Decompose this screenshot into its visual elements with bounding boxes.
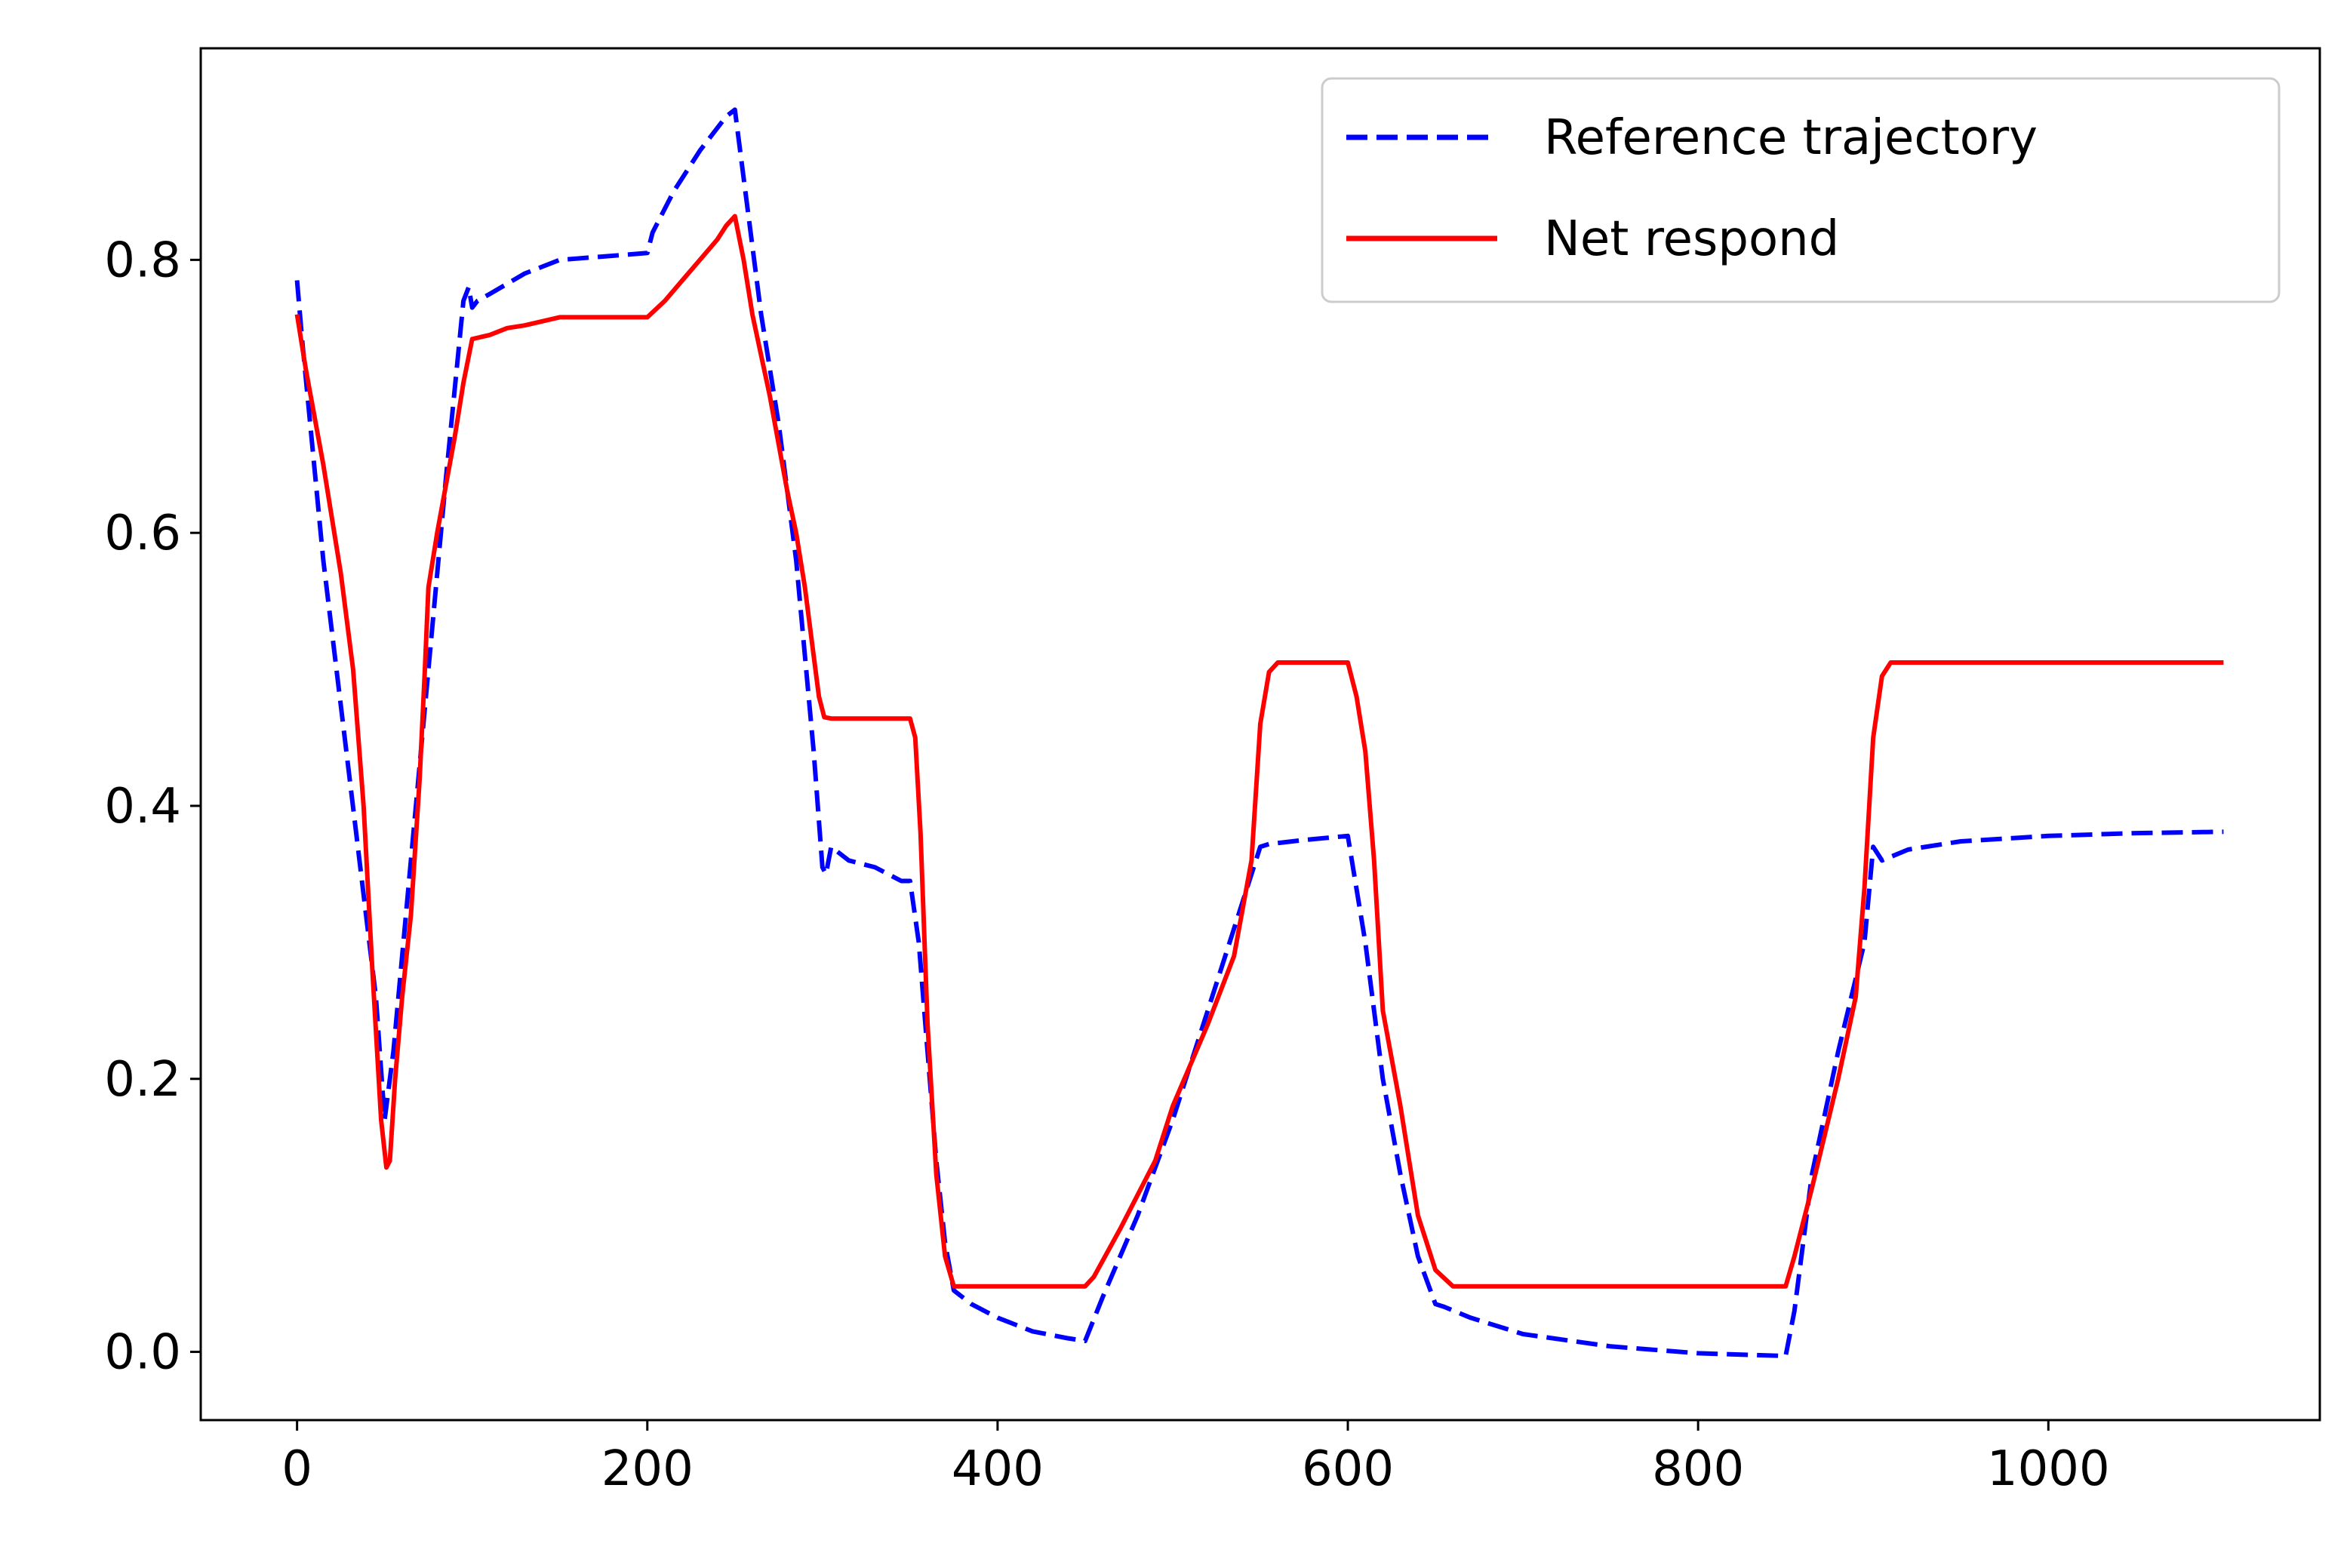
legend-label-reference: Reference trajectory bbox=[1544, 110, 2038, 166]
legend: Reference trajectory Net respond bbox=[1321, 77, 2281, 303]
plot-lines bbox=[294, 107, 2224, 1358]
y-tick-label: 0.4 bbox=[104, 779, 181, 835]
y-axis: 0.0 0.2 0.4 0.6 0.8 bbox=[104, 232, 201, 1381]
x-tick-label: 0 bbox=[281, 1441, 312, 1497]
y-tick-label: 0.6 bbox=[104, 506, 181, 561]
y-tick-label: 0.2 bbox=[104, 1052, 181, 1108]
x-axis: 0 200 400 600 800 1000 bbox=[281, 1420, 2110, 1497]
x-tick-label: 600 bbox=[1302, 1441, 1394, 1497]
x-tick-label: 200 bbox=[601, 1441, 694, 1497]
y-tick-label: 0.8 bbox=[104, 232, 181, 288]
x-tick-label: 800 bbox=[1652, 1441, 1744, 1497]
y-tick-label: 0.0 bbox=[104, 1325, 181, 1381]
x-tick-label: 400 bbox=[952, 1441, 1044, 1497]
legend-label-net: Net respond bbox=[1544, 211, 1839, 267]
x-tick-label: 1000 bbox=[1987, 1441, 2110, 1497]
series-line-net-respond bbox=[294, 214, 2224, 1289]
legend-box bbox=[1321, 77, 2281, 303]
plot-frame bbox=[199, 47, 2321, 1422]
